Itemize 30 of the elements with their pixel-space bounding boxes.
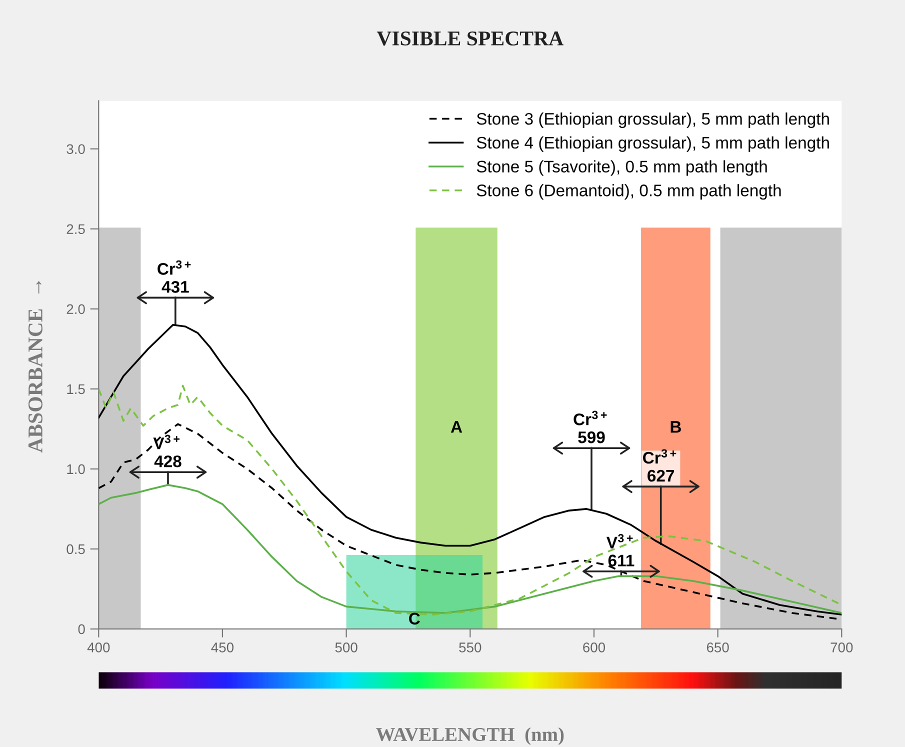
y-tick-label: 0 (78, 624, 85, 634)
legend-label: Stone 5 (Tsavorite), 0.5 mm path length (476, 160, 767, 176)
legend-label: Stone 6 (Demantoid), 0.5 mm path length (476, 184, 781, 200)
x-tick-label: 450 (211, 642, 234, 652)
annotation: V$^{3+}$ 611 (606, 534, 634, 566)
legend-label: Stone 3 (Ethiopian grossular), 5 mm path length (476, 112, 829, 128)
x-tick-label: 650 (706, 642, 729, 652)
annotation: Cr$^{3+}$ 599 (574, 410, 607, 444)
x-axis-title: WAVELENGTH (nm) (376, 727, 564, 745)
band-label: C (409, 612, 420, 625)
y-tick-label: 2.5 (66, 224, 85, 234)
line-series (98, 484, 842, 614)
chart-title: VISIBLE SPECTRA (376, 31, 564, 46)
band-label: B (670, 421, 681, 433)
x-tick-label: 700 (830, 642, 853, 652)
y-tick-label: 1.0 (67, 464, 85, 474)
annotation: Cr$^{3+}$ 627 (643, 449, 676, 482)
x-tick-label: 500 (335, 642, 358, 652)
y-tick-label: 1.5 (67, 384, 85, 394)
y-axis-title: ABSORBANCE → (28, 281, 42, 453)
x-tick-label: 400 (87, 642, 110, 652)
legend-label: Stone 4 (Ethiopian grossular), 5 mm path length (476, 136, 829, 152)
band-label: A (450, 421, 462, 433)
y-tick-label: 2.0 (66, 304, 85, 314)
x-tick-label: 600 (583, 642, 606, 652)
y-tick-label: 3.0 (66, 144, 85, 154)
y-tick-label: 0.5 (66, 544, 85, 554)
x-tick-label: 550 (459, 642, 482, 652)
annotation: Cr$^{3+}$ 431 (158, 260, 191, 293)
annotation: V$^{3+}$ 428 (153, 434, 182, 468)
